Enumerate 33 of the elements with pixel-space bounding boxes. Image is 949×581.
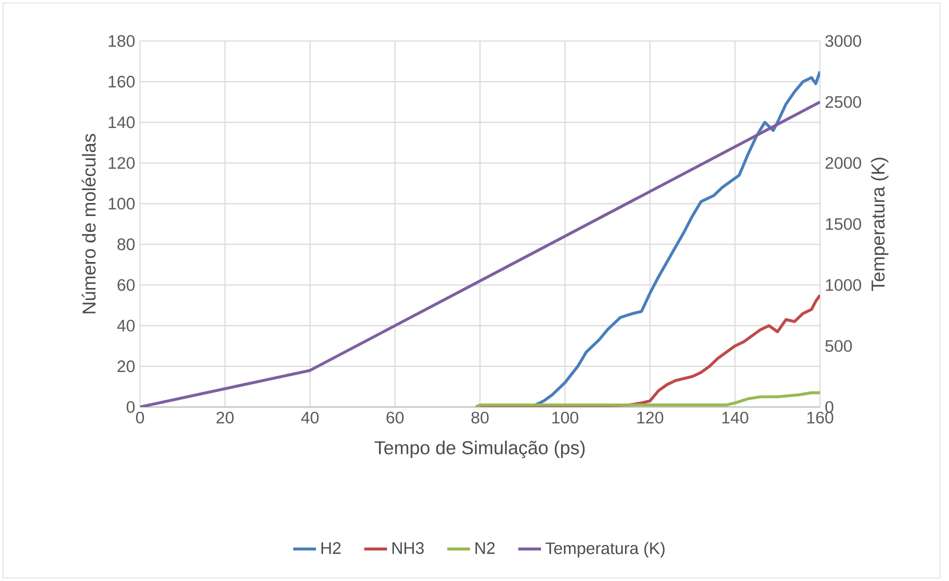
x-tick-label: 140 [722, 412, 748, 424]
x-tick-label: 60 [386, 412, 404, 424]
y-tick-label: 120 [108, 157, 135, 169]
y-tick-label: 60 [118, 279, 135, 291]
y2-tick-label: 0 [825, 401, 834, 413]
y-tick-label: 100 [108, 198, 135, 210]
x-tick-label: 160 [807, 412, 834, 424]
y-tick-label: 160 [108, 76, 135, 88]
x-tick-label: 40 [301, 412, 319, 424]
y2-tick-label: 1000 [826, 279, 862, 291]
x-tick-label: 20 [216, 412, 234, 424]
y-tick-label: 180 [108, 35, 135, 47]
y-tick-label: 140 [108, 116, 135, 128]
x-tick-label: 80 [471, 412, 489, 424]
legend-label: Temperatura (K) [546, 542, 665, 558]
legend-label: H2 [321, 542, 341, 554]
y-tick-label: 40 [117, 320, 135, 332]
y2-tick-label: 1500 [826, 218, 862, 230]
y-axis-title: Número de moléculas [82, 134, 96, 314]
y2-axis-title: Temperatura (K) [870, 158, 888, 291]
legend-label: NH3 [392, 542, 424, 554]
x-tick-label: 100 [552, 412, 578, 424]
y2-tick-label: 500 [825, 340, 852, 352]
x-axis-title: Tempo de Simulação (ps) [374, 440, 585, 458]
legend-label: N2 [476, 542, 495, 554]
y2-tick-label: 3000 [825, 35, 862, 47]
y2-tick-label: 2000 [826, 157, 862, 169]
y-tick-label: 0 [126, 401, 135, 413]
y-tick-label: 20 [118, 360, 135, 372]
x-tick-label: 120 [637, 412, 664, 424]
x-tick-label: 0 [136, 412, 144, 424]
y2-tick-label: 2500 [826, 96, 862, 108]
y-tick-label: 80 [117, 238, 135, 250]
